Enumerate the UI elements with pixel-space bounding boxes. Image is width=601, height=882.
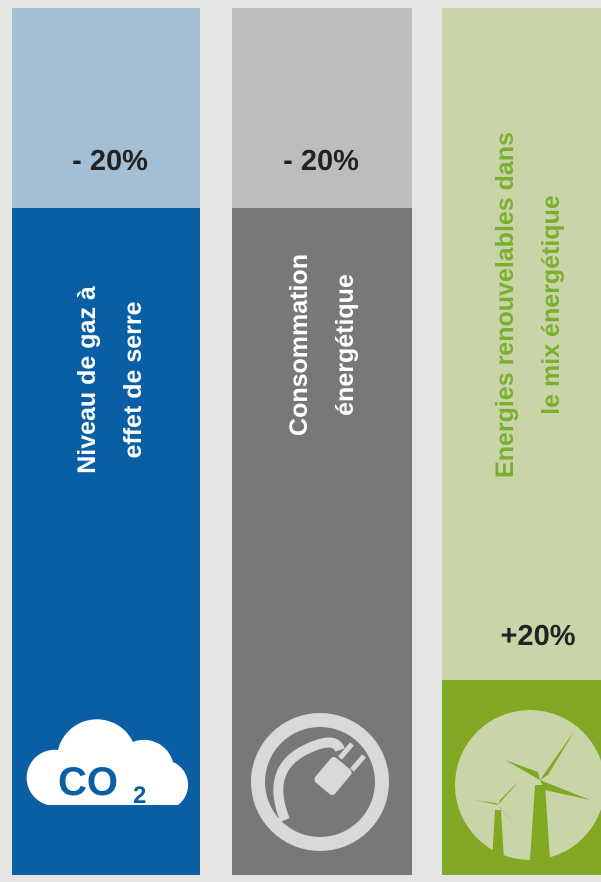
label-line: effet de serre [119, 301, 147, 458]
icon-text: CO [58, 760, 118, 804]
wind-icon [455, 710, 601, 860]
icon-subscript: 2 [133, 782, 146, 809]
label: Niveau de gaz à effet de serre [73, 286, 147, 474]
label-line: Niveau de gaz à [73, 286, 101, 474]
label-line: Energies renouvelables dans [491, 132, 519, 478]
co2-icon: CO 2 [26, 719, 189, 809]
label-line: le mix énergétique [537, 195, 565, 415]
label: Consommation énergétique [285, 254, 359, 436]
column-top [442, 8, 601, 680]
label: Energies renouvelables dans le mix énerg… [491, 132, 565, 478]
label-line: énergétique [331, 274, 359, 416]
value: - 20% [72, 145, 148, 177]
value: +20% [501, 620, 576, 652]
value: - 20% [283, 145, 359, 177]
plug-icon [251, 713, 389, 851]
label-line: Consommation [285, 254, 313, 436]
column-top [232, 8, 412, 208]
column-top [12, 8, 200, 208]
